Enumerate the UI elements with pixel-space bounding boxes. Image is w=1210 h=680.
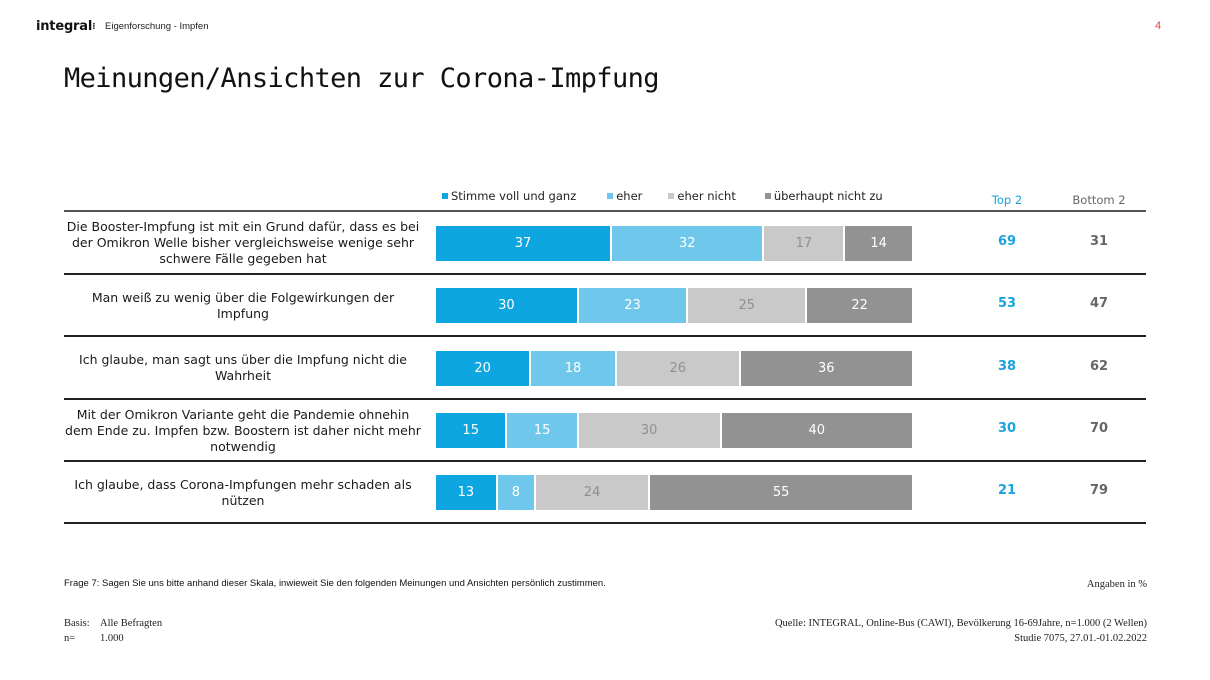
header-divider [64,210,1146,212]
bar-segment: 23 [578,288,689,323]
stacked-bar: 13 8 24 55 [436,475,912,510]
row-divider [64,522,1146,524]
legend-label: überhaupt nicht zu [773,189,883,203]
breadcrumb: Eigenforschung - Impfen [105,21,209,32]
basis-info: Basis: Alle Befragten n= 1.000 [64,616,162,646]
row-divider [64,273,1146,275]
top2-value: 21 [997,483,1017,498]
top2-value: 30 [997,421,1017,436]
legend-item: eher [607,189,642,203]
legend-swatch-icon [442,193,448,199]
bar-segment: 15 [507,413,579,448]
stacked-bar: 30 23 25 22 [436,288,912,323]
row-label: Mit der Omikron Variante geht die Pandem… [65,406,421,454]
bottom2-value: 62 [1089,358,1109,374]
legend-swatch-icon [607,193,614,199]
bar-segment: 36 [740,350,912,386]
question-text: Frage 7: Sagen Sie uns bitte anhand dies… [64,578,606,589]
bar-segment: 40 [721,413,912,448]
top2-value: 38 [997,358,1017,374]
basis-label: Basis: [64,618,90,629]
bar-segment: 8 [497,475,536,510]
top2-value: 69 [997,233,1017,249]
bar-segment: 20 [436,350,532,386]
source-info: Quelle: INTEGRAL, Online-Bus (CAWI), Bev… [775,616,1147,646]
bar-segment: 30 [436,288,579,323]
logo-text: integral [36,19,93,34]
legend-swatch-icon [668,193,675,199]
bar-segment: 25 [688,288,808,323]
stacked-bar: 37 32 17 14 [436,225,912,261]
row-divider [64,398,1146,400]
page-title: Meinungen/Ansichten zur Corona-Impfung [64,63,660,94]
stacked-bar: 15 15 30 40 [436,413,912,448]
row-divider [64,460,1146,462]
stacked-bar: 20 18 26 36 [436,350,912,386]
bar-segment: 37 [436,225,613,261]
legend-label: Stimme voll und ganz [451,189,577,203]
source-line-1: Quelle: INTEGRAL, Online-Bus (CAWI), Bev… [774,618,1147,629]
bar-segment: 24 [535,475,651,510]
legend-label: eher [616,189,643,203]
row-label: Man weiß zu wenig über die Folgewirkunge… [91,289,395,321]
row-divider [64,335,1146,337]
bar-segment: 55 [650,475,912,510]
bottom2-value: 31 [1089,233,1109,249]
bottom2-header: Bottom 2 [1072,193,1126,207]
n-value: 1.000 [100,633,124,644]
n-label: n= [64,633,76,644]
row-label: Ich glaube, dass Corona-Impfungen mehr s… [74,476,412,508]
bar-segment: 26 [616,350,741,386]
top2-header: Top 2 [991,193,1023,207]
basis-value: Alle Befragten [100,618,163,629]
bar-segment: 30 [578,413,722,448]
top2-value: 53 [997,296,1017,311]
page-number: 4 [1155,20,1162,32]
bar-segment: 15 [436,413,508,448]
logo-mark-icon: ⁝ [92,22,96,32]
row-label: Die Booster-Impfung ist mit ein Grund da… [66,219,420,266]
legend-item: eher nicht [668,189,736,203]
integral-logo: integral⁝ [36,19,96,34]
bar-segment: 17 [764,225,846,261]
bar-segment: 13 [436,475,498,510]
legend-label: eher nicht [677,189,736,203]
bottom2-value: 70 [1089,421,1109,436]
source-line-2: Studie 7075, 27.01.-01.02.2022 [1014,633,1147,644]
chart-legend: Stimme voll und ganz eher eher nicht überha… [442,189,883,203]
unit-note: Angaben in % [1086,579,1147,590]
bar-segment: 22 [807,288,912,323]
bar-segment: 18 [531,350,617,386]
bottom2-value: 47 [1089,296,1109,311]
row-label: Ich glaube, man sagt uns über die Impfun… [79,352,407,383]
legend-swatch-icon [764,193,771,199]
legend-item: überhaupt nicht zu [764,189,883,203]
legend-item: Stimme voll und ganz [442,189,576,203]
bar-segment: 14 [845,225,912,261]
bottom2-value: 79 [1089,483,1109,498]
bar-segment: 32 [612,225,765,261]
